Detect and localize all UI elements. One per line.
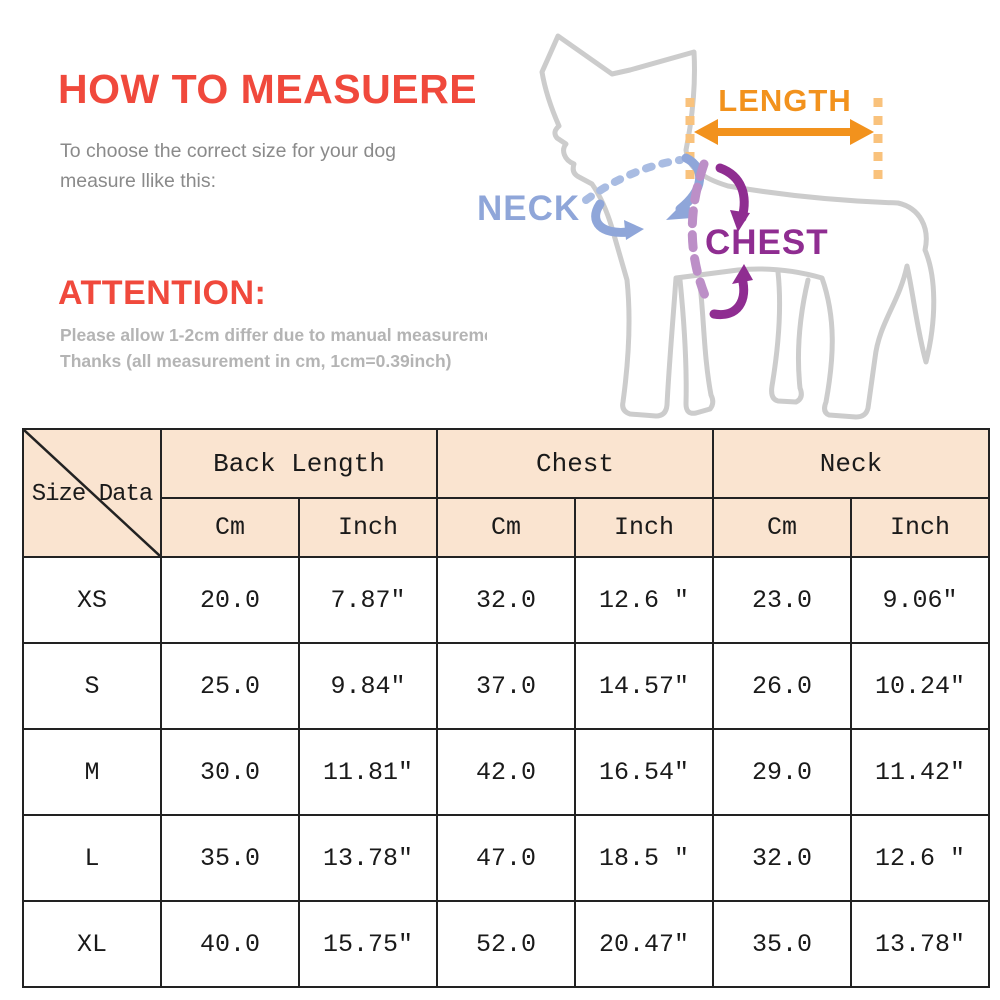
corner-diagonal-line bbox=[24, 430, 160, 556]
table-row-xs: XS 20.0 7.87″ 32.0 12.6 ″ 23.0 9.06″ bbox=[22, 556, 990, 644]
length-annotation bbox=[685, 98, 883, 182]
table-row-s: S 25.0 9.84″ 37.0 14.57″ 26.0 10.24″ bbox=[22, 642, 990, 730]
chest-annotation bbox=[687, 159, 753, 320]
table-cell: 52.0 bbox=[436, 900, 576, 988]
corner-cell-size-data: Size Data bbox=[22, 428, 162, 558]
measure-instructions-line2: measure llike this: bbox=[60, 170, 217, 193]
attention-note-line1: Please allow 1-2cm differ due to manual … bbox=[60, 325, 487, 345]
neck-label: NECK bbox=[477, 189, 581, 228]
table-row-m: M 30.0 11.81″ 42.0 16.54″ 29.0 11.42″ bbox=[22, 728, 990, 816]
attention-note: Please allow 1-2cm differ due to manual … bbox=[60, 322, 487, 375]
dog-measurement-diagram bbox=[539, 33, 937, 420]
chest-arrowhead-top bbox=[730, 210, 750, 232]
neck-arrow2-curve bbox=[591, 199, 633, 237]
length-label: LENGTH bbox=[718, 83, 852, 118]
unit-header: Cm bbox=[712, 497, 852, 558]
table-cell: 9.84″ bbox=[298, 642, 438, 730]
table-cell: 47.0 bbox=[436, 814, 576, 902]
size-label: S bbox=[22, 642, 162, 730]
dog-far-legs bbox=[677, 269, 811, 416]
table-cell: 12.6 ″ bbox=[574, 556, 714, 644]
neck-arrowhead2 bbox=[624, 220, 644, 240]
table-cell: 12.6 ″ bbox=[850, 814, 990, 902]
chest-arrow-bottom bbox=[709, 273, 749, 320]
table-cell: 40.0 bbox=[160, 900, 300, 988]
table-cell: 42.0 bbox=[436, 728, 576, 816]
size-label: L bbox=[22, 814, 162, 902]
table-cell: 35.0 bbox=[712, 900, 852, 988]
table-cell: 23.0 bbox=[712, 556, 852, 644]
table-cell: 20.0 bbox=[160, 556, 300, 644]
size-label: XS bbox=[22, 556, 162, 644]
chest-arrowhead-bottom bbox=[732, 264, 753, 284]
table-cell: 11.81″ bbox=[298, 728, 438, 816]
table-cell: 29.0 bbox=[712, 728, 852, 816]
page-title: HOW TO MEASUERE bbox=[58, 66, 478, 112]
table-cell: 9.06″ bbox=[850, 556, 990, 644]
table-cell: 30.0 bbox=[160, 728, 300, 816]
length-arrowhead-right bbox=[850, 119, 874, 145]
table-cell: 15.75″ bbox=[298, 900, 438, 988]
neck-annotation bbox=[582, 153, 705, 240]
group-header-chest: Chest bbox=[436, 428, 714, 499]
chest-label: CHEST bbox=[705, 223, 829, 262]
table-cell: 37.0 bbox=[436, 642, 576, 730]
table-cell: 14.57″ bbox=[574, 642, 714, 730]
neck-dotted-line bbox=[582, 156, 684, 204]
table-cell: 13.78″ bbox=[298, 814, 438, 902]
group-header-neck: Neck bbox=[712, 428, 990, 499]
table-cell: 11.42″ bbox=[850, 728, 990, 816]
unit-header: Inch bbox=[850, 497, 990, 558]
table-cell: 20.47″ bbox=[574, 900, 714, 988]
table-row-xl: XL 40.0 15.75″ 52.0 20.47″ 35.0 13.78″ bbox=[22, 900, 990, 988]
chest-dashed-arc bbox=[687, 159, 711, 303]
table-row-l: L 35.0 13.78″ 47.0 18.5 ″ 32.0 12.6 ″ bbox=[22, 814, 990, 902]
table-cell: 32.0 bbox=[712, 814, 852, 902]
size-label: XL bbox=[22, 900, 162, 988]
attention-note-line2: Thanks (all measurement in cm, 1cm=0.39i… bbox=[60, 351, 452, 372]
table-cell: 18.5 ″ bbox=[574, 814, 714, 902]
table-cell: 32.0 bbox=[436, 556, 576, 644]
table-cell: 16.54″ bbox=[574, 728, 714, 816]
table-cell: 7.87″ bbox=[298, 556, 438, 644]
measure-instructions-line1: To choose the correct size for your dog bbox=[60, 140, 397, 162]
length-arrowhead-left bbox=[694, 119, 718, 145]
size-label: M bbox=[22, 728, 162, 816]
chest-arrow-top bbox=[715, 163, 749, 223]
table-cell: 13.78″ bbox=[850, 900, 990, 988]
measure-instructions: To choose the correct size for your dog … bbox=[60, 136, 480, 196]
attention-heading: ATTENTION: bbox=[58, 274, 267, 312]
group-header-back-length: Back Length bbox=[160, 428, 438, 499]
table-cell: 35.0 bbox=[160, 814, 300, 902]
size-chart-table: Size Data Back Length Chest Neck Cm Inch… bbox=[22, 428, 990, 988]
unit-header: Inch bbox=[298, 497, 438, 558]
table-cell: 10.24″ bbox=[850, 642, 990, 730]
unit-header: Inch bbox=[574, 497, 714, 558]
corner-label: Size Data bbox=[31, 481, 154, 508]
table-cell: 25.0 bbox=[160, 642, 300, 730]
unit-header: Cm bbox=[436, 497, 576, 558]
neck-arrowhead bbox=[666, 198, 692, 220]
table-cell: 26.0 bbox=[712, 642, 852, 730]
unit-header: Cm bbox=[160, 497, 300, 558]
